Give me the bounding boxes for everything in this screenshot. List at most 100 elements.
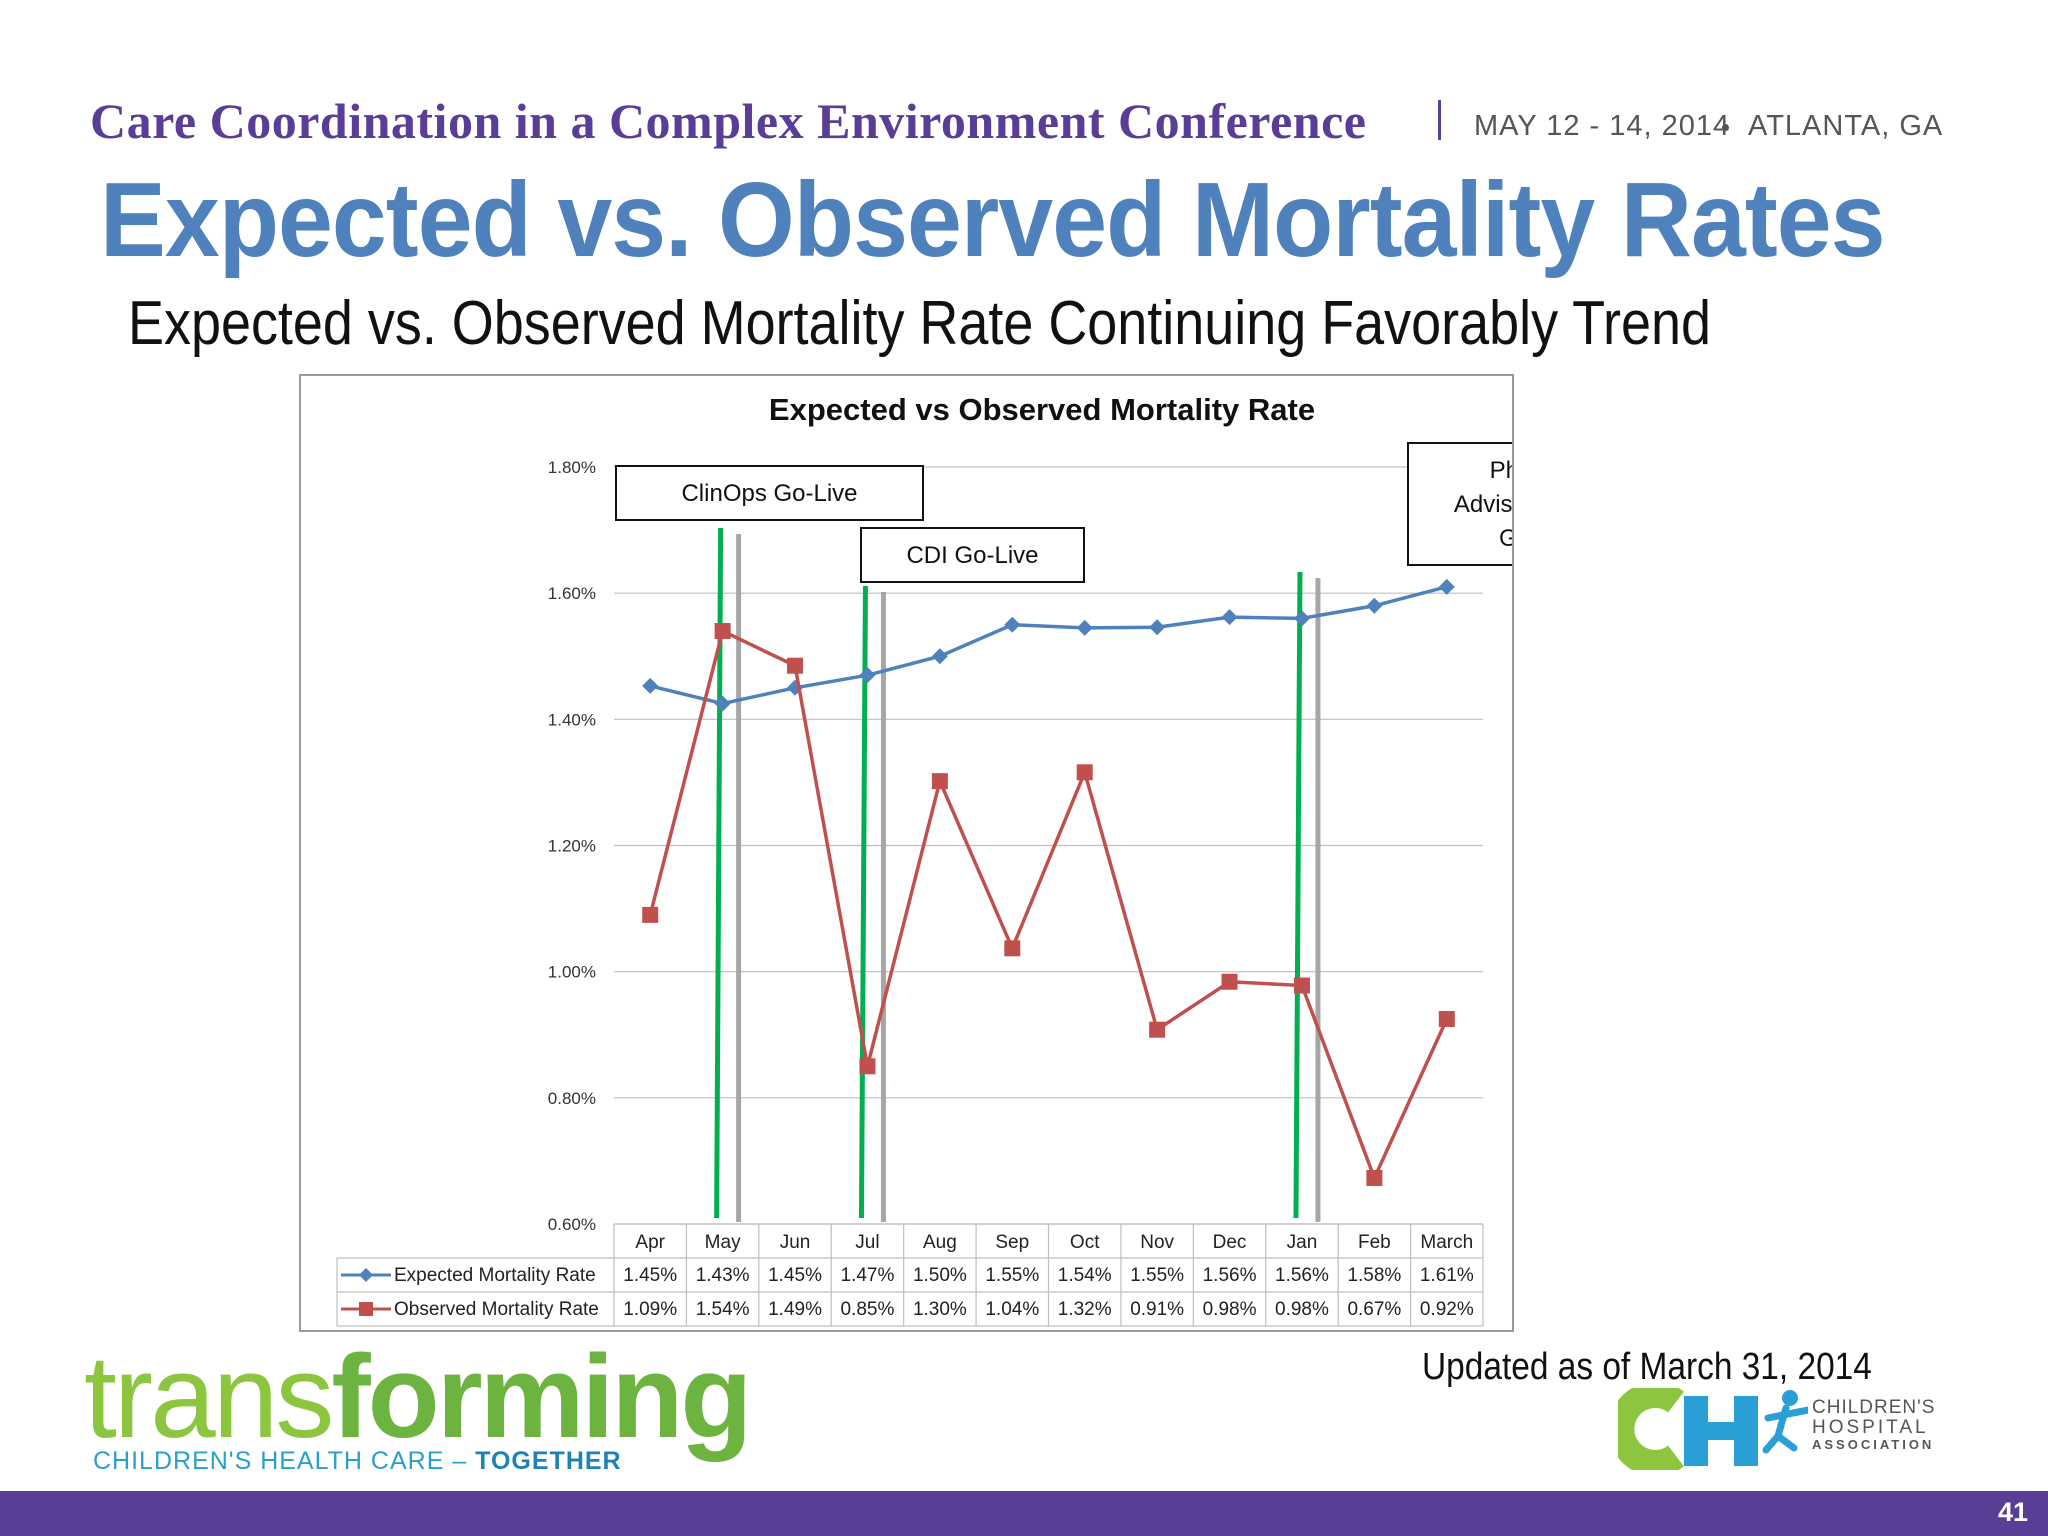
logo-tagline: CHILDREN'S HEALTH CARE – TOGETHER (93, 1447, 622, 1476)
observed-point (1221, 973, 1238, 990)
slide-title: Expected vs. Observed Mortality Rates (100, 161, 1885, 279)
golive-annotation-box (860, 527, 1085, 583)
series-line-expected (649, 585, 1448, 706)
data-label: 1.54% (1058, 1265, 1112, 1286)
observed-point (1076, 764, 1093, 781)
observed-point (642, 906, 659, 923)
observed-point (1149, 1021, 1166, 1038)
cha-line-3: ASSOCIATION (1812, 1436, 1935, 1452)
header-separator (1438, 100, 1441, 140)
legend-marker (359, 1268, 373, 1282)
tagline-text: CHILDREN'S HEALTH CARE – (93, 1447, 476, 1475)
x-tick-label: Oct (1070, 1232, 1100, 1253)
updated-note: Updated as of March 31, 2014 (1422, 1346, 1872, 1388)
golive-annotation-label: PhysicianAdvisor/CM ToolGo-Live (1454, 457, 1512, 552)
legend-label: Observed Mortality Rate (394, 1299, 599, 1320)
observed-point (859, 1058, 876, 1075)
data-label: 1.54% (696, 1299, 750, 1320)
x-tick-label: March (1420, 1232, 1473, 1253)
data-label: 0.67% (1347, 1299, 1401, 1320)
x-tick-label: Feb (1358, 1232, 1391, 1253)
logo-text-bold: forming (331, 1331, 752, 1463)
data-label: 1.55% (985, 1265, 1039, 1286)
data-label: 0.98% (1203, 1299, 1257, 1320)
data-label: 1.55% (1130, 1265, 1184, 1286)
conference-date: MAY 12 - 14, 2014 (1474, 110, 1731, 142)
data-label: 0.91% (1130, 1299, 1184, 1320)
cha-logo-text: CHILDREN'S HOSPITAL ASSOCIATION (1812, 1398, 1935, 1452)
data-label: 1.61% (1420, 1265, 1474, 1286)
golive-annotation-label: CDI Go-Live (906, 542, 1038, 569)
header-bullet (1722, 124, 1729, 131)
data-label: 1.58% (1347, 1265, 1401, 1286)
golive-line-green (858, 585, 868, 1219)
transforming-logo: transforming (84, 1338, 753, 1456)
y-tick-label: 0.80% (548, 1089, 596, 1108)
observed-point (714, 623, 731, 640)
slide-subtitle: Expected vs. Observed Mortality Rate Con… (128, 289, 1711, 358)
data-label: 0.98% (1275, 1299, 1329, 1320)
x-tick-label: May (705, 1232, 741, 1253)
y-tick-label: 1.60% (548, 584, 596, 603)
cha-line-1: CHILDREN'S (1812, 1397, 1936, 1418)
cha-line-2: HOSPITAL (1812, 1416, 1929, 1438)
chart-frame: Expected vs Observed Mortality Rate 0.60%… (299, 374, 1514, 1332)
observed-point (1004, 940, 1021, 957)
y-tick-label: 1.40% (548, 710, 596, 729)
tagline-emphasis: TOGETHER (475, 1447, 622, 1475)
cha-logo-icon (1618, 1388, 1808, 1470)
observed-point (1438, 1010, 1455, 1027)
golive-annotation-box (1407, 442, 1512, 566)
x-tick-label: Jun (780, 1232, 811, 1253)
expected-point (859, 667, 876, 684)
data-label: 1.56% (1203, 1265, 1257, 1286)
x-tick-label: Apr (635, 1232, 665, 1253)
footer-bar: 41 (0, 1491, 2048, 1536)
data-label: 1.45% (768, 1265, 822, 1286)
logo-text-light: trans (84, 1331, 334, 1463)
data-label: 1.49% (768, 1299, 822, 1320)
data-label: 1.45% (623, 1265, 677, 1286)
golive-annotation-box (615, 465, 924, 521)
x-tick-label: Sep (995, 1232, 1029, 1253)
data-label: 1.04% (985, 1299, 1039, 1320)
data-label: 1.47% (841, 1265, 895, 1286)
expected-point (1293, 610, 1310, 627)
data-label: 1.50% (913, 1265, 967, 1286)
data-label: 0.85% (841, 1299, 895, 1320)
data-label: 1.43% (696, 1265, 750, 1286)
expected-point (931, 648, 948, 665)
mortality-chart: Expected vs Observed Mortality Rate 0.60%… (336, 392, 1512, 1327)
golive-annotation-label: ClinOps Go-Live (681, 480, 857, 507)
conference-title: Care Coordination in a Complex Environme… (90, 93, 1367, 149)
data-label: 1.09% (623, 1299, 677, 1320)
observed-point (931, 773, 948, 790)
x-tick-label: Aug (923, 1232, 957, 1253)
expected-point (1438, 578, 1455, 595)
observed-point (787, 657, 804, 674)
observed-point (1366, 1169, 1383, 1186)
expected-point (714, 695, 731, 712)
data-label: 1.56% (1275, 1265, 1329, 1286)
x-tick-label: Nov (1140, 1232, 1174, 1253)
data-label: 0.92% (1420, 1299, 1474, 1320)
data-label: 1.32% (1058, 1299, 1112, 1320)
expected-point (1366, 597, 1383, 614)
y-tick-label: 1.20% (548, 837, 596, 856)
y-tick-label: 0.60% (548, 1215, 596, 1234)
expected-point (1221, 609, 1238, 626)
conference-location: ATLANTA, GA (1748, 110, 1944, 142)
legend-marker (359, 1302, 373, 1316)
x-tick-label: Dec (1213, 1232, 1247, 1253)
legend-label: Expected Mortality Rate (394, 1265, 596, 1286)
page-number: 41 (1997, 1497, 2028, 1527)
y-tick-label: 1.00% (548, 963, 596, 982)
observed-point (1293, 977, 1310, 994)
expected-point (642, 677, 659, 694)
expected-point (1076, 619, 1093, 636)
data-label: 1.30% (913, 1299, 967, 1320)
chart-title: Expected vs Observed Mortality Rate (769, 392, 1315, 427)
expected-point (1149, 619, 1166, 636)
x-tick-label: Jan (1287, 1232, 1318, 1253)
x-tick-label: Jul (855, 1232, 879, 1253)
